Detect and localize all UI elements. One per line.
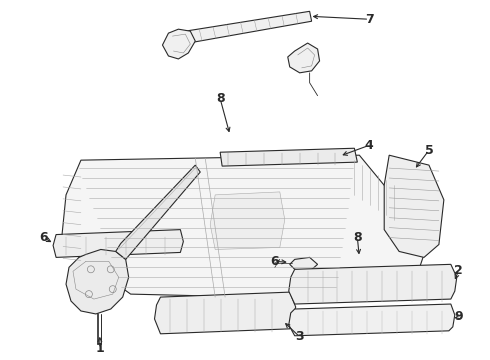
Polygon shape [384,155,444,257]
Polygon shape [220,148,357,166]
Polygon shape [210,192,285,249]
Text: 9: 9 [454,310,463,323]
Text: 2: 2 [454,264,463,277]
Text: 7: 7 [365,13,374,26]
Polygon shape [290,257,318,271]
Polygon shape [154,292,295,334]
Polygon shape [289,264,457,304]
Text: 4: 4 [365,139,374,152]
Text: 6: 6 [270,255,279,268]
Polygon shape [163,29,196,59]
Polygon shape [116,165,200,260]
Polygon shape [61,155,429,299]
Text: 1: 1 [96,342,104,355]
Text: 8: 8 [216,92,224,105]
Text: 8: 8 [353,231,362,244]
Polygon shape [53,230,183,257]
Polygon shape [185,11,312,43]
Polygon shape [288,43,319,73]
Polygon shape [289,304,455,336]
Text: 3: 3 [295,330,304,343]
Text: 6: 6 [39,231,48,244]
Text: 5: 5 [424,144,433,157]
Polygon shape [66,249,129,314]
